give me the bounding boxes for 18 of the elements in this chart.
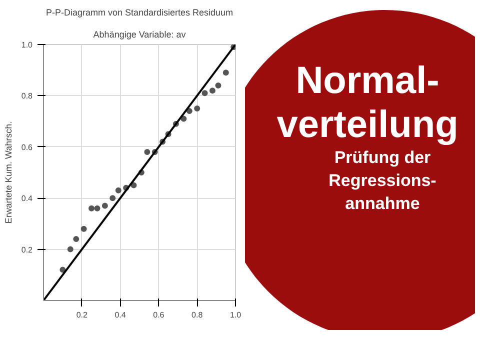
- x-tick-label: 1.0: [230, 310, 242, 320]
- text: Regressions-: [328, 170, 438, 192]
- x-tick-label: 0.6: [153, 310, 165, 320]
- text: Normal-: [294, 60, 440, 104]
- y-tick-label: 0.4: [21, 194, 34, 204]
- text: Prüfung der: [333, 147, 432, 170]
- chart-subtitle: Abhängige Variable: av: [93, 30, 186, 40]
- x-tick-label: 0.4: [114, 310, 126, 320]
- y-tick-label: 0.2: [21, 245, 34, 254]
- text: verteilung: [276, 104, 460, 148]
- chart-title: P-P-Diagramm von Standardisiertes Residuum: [46, 8, 234, 18]
- y-axis-title: Erwartete Kum. Wahrsch.: [3, 121, 14, 224]
- y-tick-label: 1.0: [21, 40, 34, 50]
- x-tick-label: 0.2: [76, 310, 88, 320]
- y-tick-label: 0.8: [21, 92, 34, 101]
- x-tick-label: 0.8: [192, 310, 204, 320]
- y-tick-label: 0.6: [21, 142, 34, 152]
- text: annahme: [344, 193, 421, 216]
